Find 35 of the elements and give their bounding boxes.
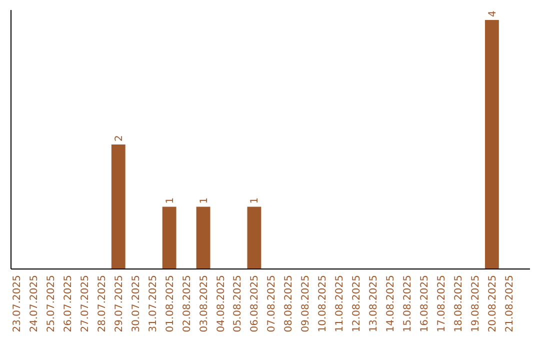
- data-label: 1: [164, 197, 176, 204]
- x-tick-label: 31.07.2025: [148, 275, 159, 332]
- x-tick-label: 03.08.2025: [198, 275, 210, 332]
- x-tick-label: 10.08.2025: [318, 275, 329, 332]
- x-tick-label: 08.08.2025: [284, 275, 295, 332]
- x-tick-label: 13.08.2025: [368, 275, 380, 332]
- x-tick-label: 27.07.2025: [80, 275, 91, 332]
- x-tick-label: 19.08.2025: [470, 275, 482, 332]
- data-label: 2: [114, 135, 125, 142]
- x-tick-label: 20.08.2025: [487, 275, 498, 332]
- x-tick-label: 05.08.2025: [232, 275, 244, 332]
- x-tick-label: 12.08.2025: [352, 275, 363, 332]
- x-tick-label: 07.08.2025: [266, 275, 278, 332]
- x-tick-label: 02.08.2025: [182, 275, 193, 332]
- x-tick-label: 04.08.2025: [216, 275, 227, 332]
- x-tick-label: 23.07.2025: [12, 275, 23, 332]
- x-tick-label: 06.08.2025: [250, 275, 261, 332]
- x-tick-label: 15.08.2025: [402, 275, 414, 332]
- x-tick-label: 18.08.2025: [453, 275, 464, 332]
- x-tick-label: 17.08.2025: [436, 275, 448, 332]
- data-label: 4: [487, 10, 498, 17]
- x-tick-label: 30.07.2025: [130, 275, 142, 332]
- x-tick-label: 26.07.2025: [62, 275, 74, 332]
- x-tick-label: 09.08.2025: [300, 275, 312, 332]
- x-tick-label: 14.08.2025: [386, 275, 397, 332]
- x-tick-label: 25.07.2025: [46, 275, 57, 332]
- x-tick-label: 24.07.2025: [28, 275, 40, 332]
- x-tick-label: 21.08.2025: [504, 275, 516, 332]
- data-label: 1: [250, 197, 261, 204]
- x-tick-label: 16.08.2025: [420, 275, 431, 332]
- x-tick-label: 11.08.2025: [334, 275, 346, 332]
- x-tick-label: 29.07.2025: [114, 275, 125, 332]
- x-tick-label: 28.07.2025: [96, 275, 108, 332]
- data-label: 1: [198, 197, 210, 204]
- x-tick-label: 01.08.2025: [164, 275, 176, 332]
